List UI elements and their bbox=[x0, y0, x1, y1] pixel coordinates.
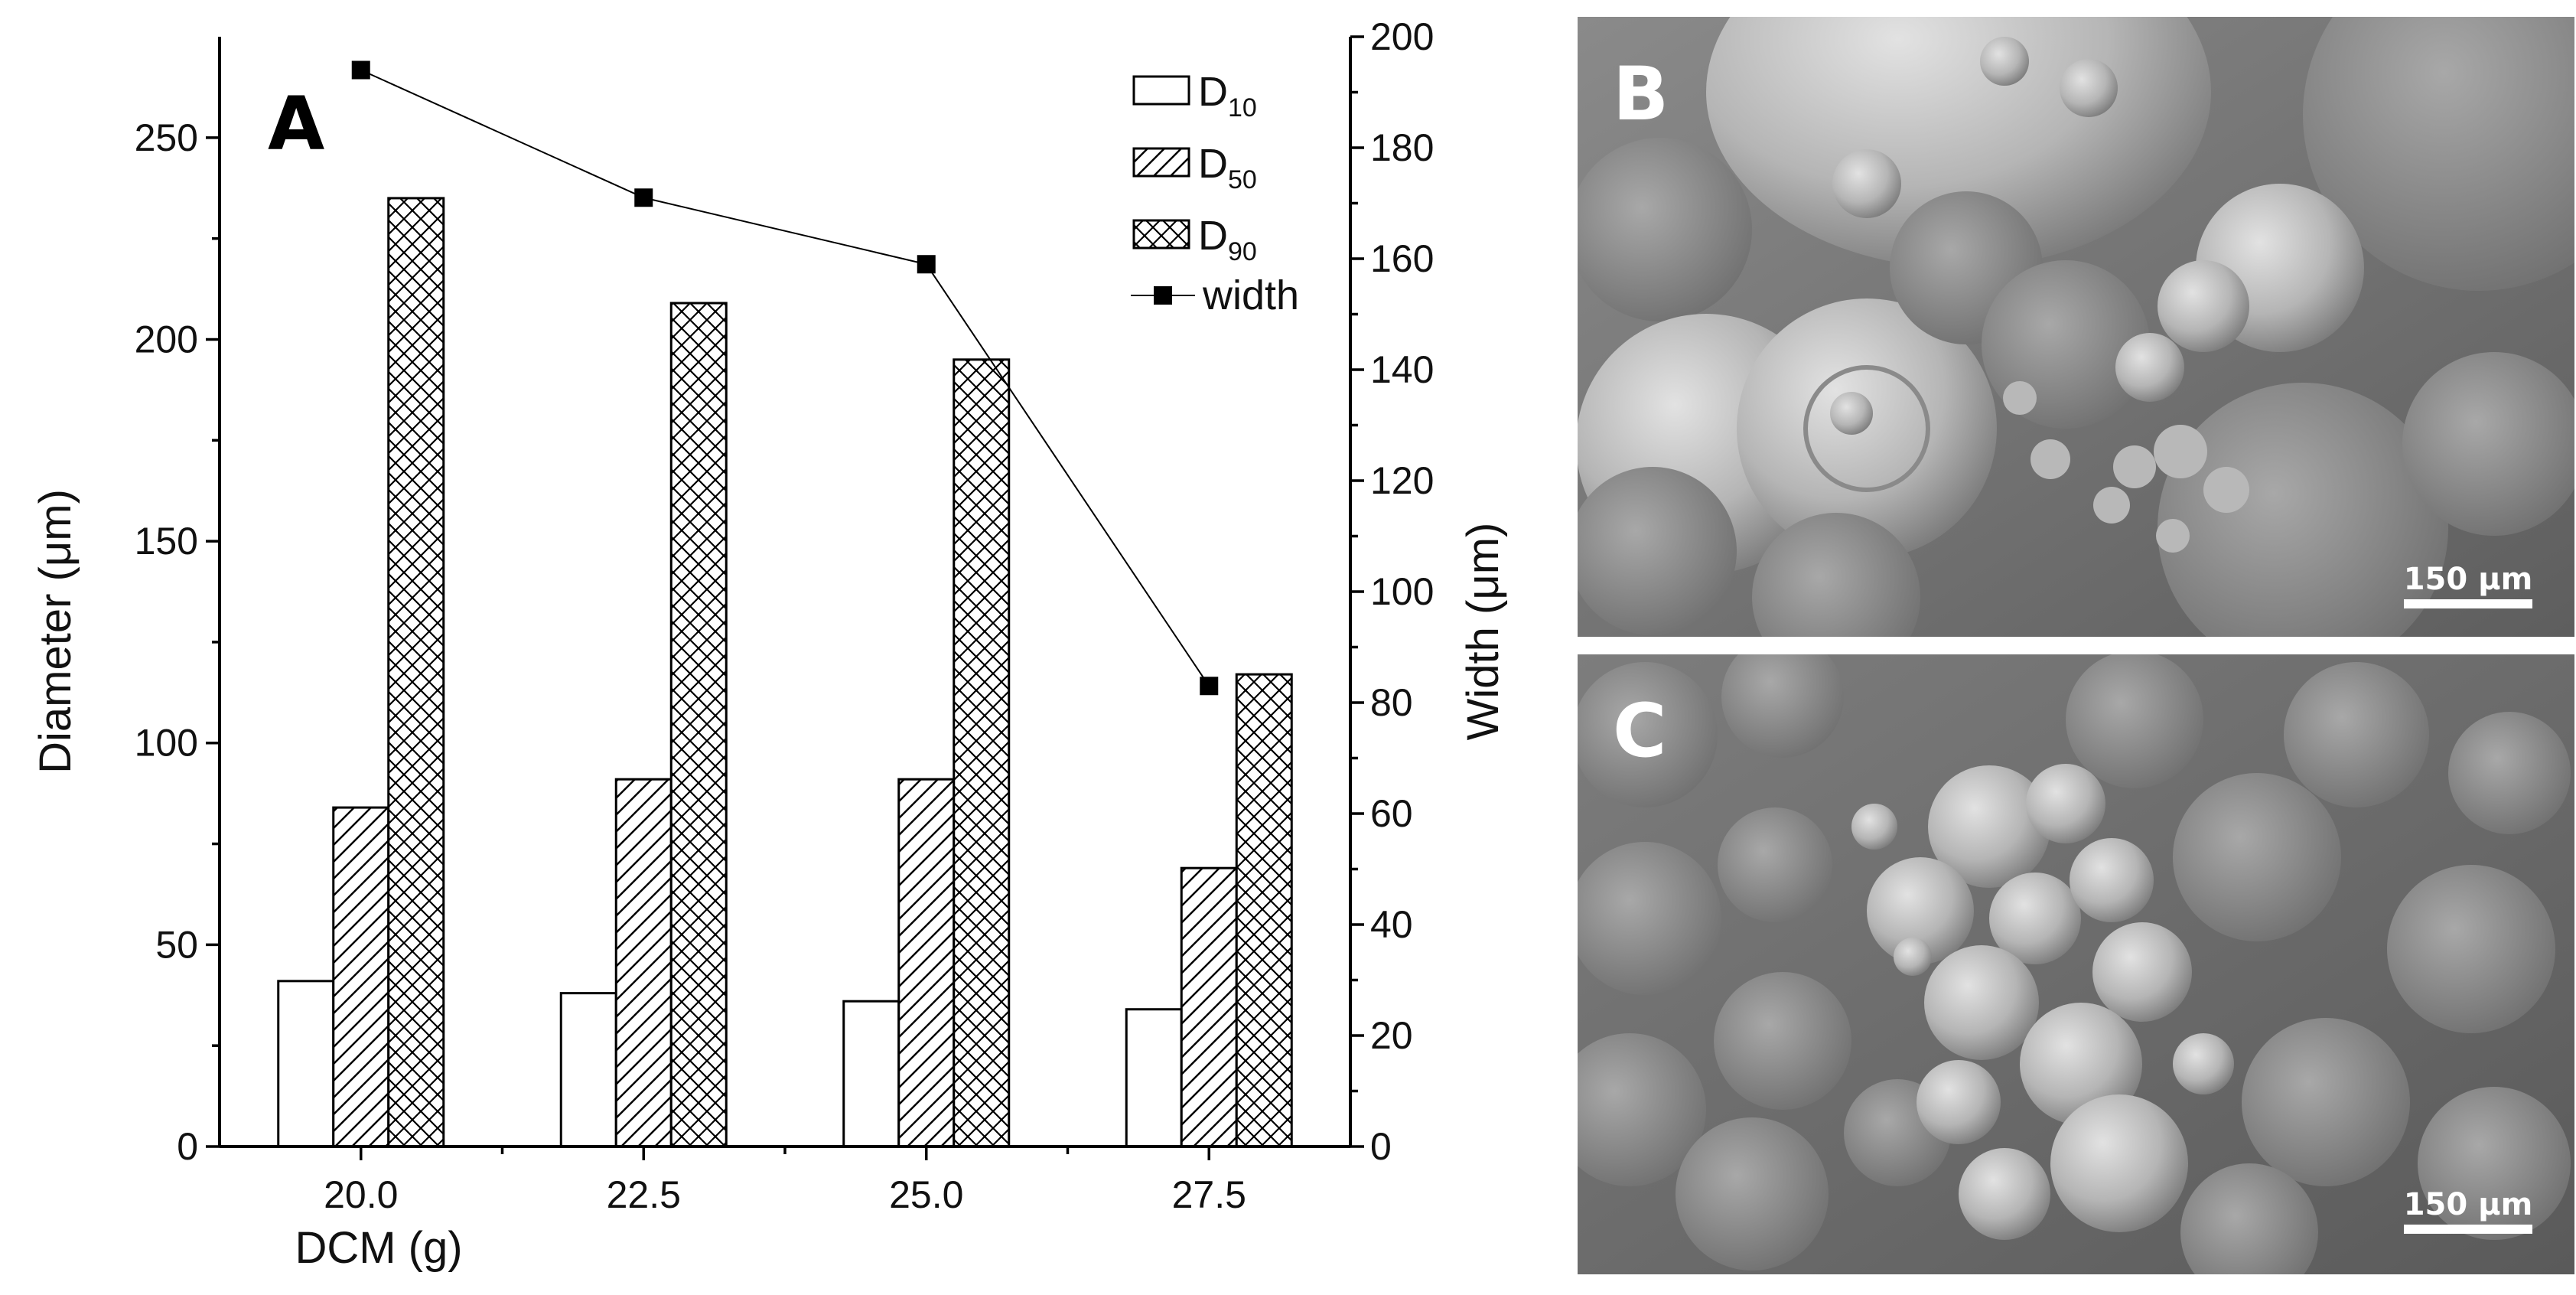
bar-d50-25.0 bbox=[897, 778, 956, 1148]
right-y-tick-label: 0 bbox=[1370, 1125, 1392, 1168]
panel-letter-c: C bbox=[1613, 688, 1666, 774]
left-y-tick-label: 100 bbox=[135, 722, 198, 765]
bar-d50-27.5 bbox=[1180, 866, 1238, 1148]
width-line bbox=[360, 69, 1210, 687]
width-line-series bbox=[351, 60, 1219, 696]
legend-label-d10: D10 bbox=[1198, 69, 1257, 122]
width-point-25.0 bbox=[917, 255, 936, 274]
right-y-tick-label: 200 bbox=[1370, 15, 1434, 58]
bar-d10-25.0 bbox=[842, 1000, 900, 1148]
x-tick-label: 22.5 bbox=[607, 1173, 681, 1216]
bar-d90-22.5 bbox=[669, 302, 728, 1148]
bar-d50-22.5 bbox=[614, 778, 672, 1148]
right-y-tick-label: 160 bbox=[1370, 237, 1434, 280]
scale-bar-label-b: 150 μm bbox=[2404, 562, 2533, 597]
left-y-tick-label: 200 bbox=[135, 318, 198, 360]
chart-panel-a: 0 50 100 150 200 250 0 20 40 60 80 100 120 140 160 180… bbox=[31, 15, 1508, 1273]
panel-letter-a: A bbox=[268, 81, 324, 167]
sem-b-particles bbox=[1578, 17, 2574, 637]
sem-image-b: B 150 μm bbox=[1578, 17, 2574, 637]
right-y-tick-label: 140 bbox=[1370, 348, 1434, 391]
width-point-27.5 bbox=[1200, 677, 1219, 696]
x-axis-title: DCM (g) bbox=[295, 1223, 462, 1273]
bar-d10-20.0 bbox=[277, 980, 335, 1148]
legend: D10 D50 D90 width bbox=[1131, 69, 1299, 318]
left-y-axis-title: Diameter (μm) bbox=[31, 489, 80, 774]
bar-d90-25.0 bbox=[953, 358, 1011, 1148]
right-y-tick-label: 100 bbox=[1370, 570, 1434, 613]
legend-swatch-d10 bbox=[1132, 75, 1190, 106]
legend-label-d50: D50 bbox=[1198, 141, 1257, 194]
scale-bar-c bbox=[2404, 1225, 2532, 1234]
left-y-tick-label: 50 bbox=[155, 923, 198, 966]
width-point-20.0 bbox=[351, 60, 370, 80]
x-tick-label: 25.0 bbox=[889, 1173, 963, 1216]
left-y-ticks: 0 50 100 150 200 250 bbox=[135, 116, 220, 1168]
legend-swatch-d50 bbox=[1132, 147, 1190, 178]
scale-bar-b bbox=[2404, 599, 2532, 608]
x-tick-label: 20.0 bbox=[324, 1173, 398, 1216]
bar-d90-20.0 bbox=[387, 197, 445, 1148]
right-y-tick-label: 80 bbox=[1370, 681, 1413, 724]
right-y-tick-label: 60 bbox=[1370, 792, 1413, 835]
legend-marker-width bbox=[1154, 286, 1172, 305]
width-point-22.5 bbox=[634, 188, 653, 207]
bar-d10-22.5 bbox=[559, 992, 617, 1148]
legend-label-d90: D90 bbox=[1198, 213, 1257, 266]
scale-bar-label-c: 150 μm bbox=[2404, 1187, 2533, 1222]
x-ticks: 20.0 22.5 25.0 27.5 bbox=[324, 1147, 1246, 1216]
left-y-tick-label: 250 bbox=[135, 116, 198, 159]
right-y-tick-label: 20 bbox=[1370, 1014, 1413, 1057]
bar-d50-20.0 bbox=[332, 806, 390, 1148]
left-y-tick-label: 150 bbox=[135, 520, 198, 563]
right-y-tick-label: 180 bbox=[1370, 126, 1434, 169]
bar-d10-27.5 bbox=[1125, 1008, 1183, 1148]
sem-c-particles bbox=[1578, 654, 2571, 1274]
bars-group bbox=[277, 197, 1293, 1148]
legend-swatch-d90 bbox=[1132, 219, 1190, 250]
right-y-axis-title: Width (μm) bbox=[1458, 523, 1508, 741]
panel-letter-b: B bbox=[1613, 51, 1669, 137]
right-y-tick-label: 120 bbox=[1370, 459, 1434, 502]
right-y-tick-label: 40 bbox=[1370, 903, 1413, 946]
right-y-ticks: 0 20 40 60 80 100 120 140 160 180 200 bbox=[1350, 15, 1434, 1168]
legend-label-width: width bbox=[1202, 272, 1299, 318]
sem-image-c: C 150 μm bbox=[1578, 654, 2574, 1274]
x-tick-label: 27.5 bbox=[1172, 1173, 1246, 1216]
bar-d90-27.5 bbox=[1235, 673, 1293, 1148]
left-y-tick-label: 0 bbox=[177, 1125, 198, 1168]
